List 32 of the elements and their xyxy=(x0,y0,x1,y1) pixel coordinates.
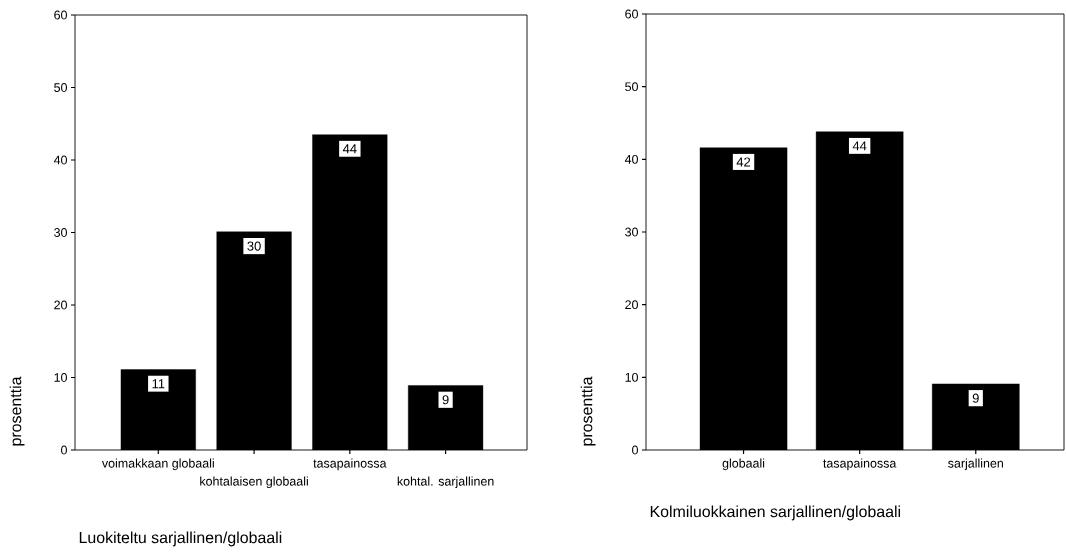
data-label: 44 xyxy=(852,141,867,151)
y-tick-label: 60 xyxy=(54,10,67,20)
y-axis-title: prosenttia xyxy=(580,376,596,446)
data-label: 9 xyxy=(972,393,979,403)
data-label: 11 xyxy=(152,379,165,389)
y-tick-label: 20 xyxy=(54,300,67,310)
y-tick-label: 40 xyxy=(624,154,638,164)
x-tick-label: sarjallinen xyxy=(948,458,1003,471)
data-label: 30 xyxy=(247,241,261,251)
y-tick-label: 30 xyxy=(54,228,67,237)
x-tick-label: tasapainossa xyxy=(823,458,897,471)
x-axis-title: Kolmiluokkainen sarjallinen/globaali xyxy=(650,505,901,521)
y-tick-label: 0 xyxy=(61,445,67,455)
y-axis-title: prosenttia xyxy=(9,376,25,446)
data-label: 42 xyxy=(736,157,751,167)
y-tick-label: 60 xyxy=(625,9,638,19)
y-tick-label: 10 xyxy=(54,373,67,382)
y-tick-label: 10 xyxy=(625,372,638,382)
y-tick-label: 50 xyxy=(54,83,67,92)
y-tick-label: 30 xyxy=(625,227,638,237)
data-label: 44 xyxy=(342,144,357,154)
y-tick-label: 50 xyxy=(625,82,638,92)
x-tick-label: kohtal. sarjallinen xyxy=(397,476,494,489)
x-tick-label: voimakkaan globaali xyxy=(101,458,214,471)
y-tick-label: 0 xyxy=(632,445,638,455)
x-tick-label: tasapainossa xyxy=(313,458,387,471)
data-label: 9 xyxy=(442,395,449,405)
y-tick-label: 20 xyxy=(625,300,638,310)
x-tick-label: kohtalaisen globaali xyxy=(200,476,308,489)
x-tick-label: globaali xyxy=(722,458,765,471)
y-tick-label: 40 xyxy=(53,155,67,165)
x-axis-title: Luokiteltu sarjallinen/globaali xyxy=(79,531,282,547)
